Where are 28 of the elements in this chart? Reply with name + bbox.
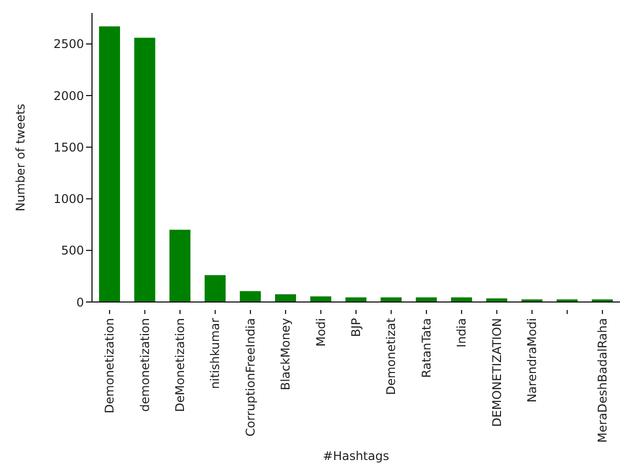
x-tick-label: Demonetizat bbox=[384, 318, 398, 396]
y-tick-label: 1000 bbox=[53, 192, 84, 206]
y-axis-title: Number of tweets bbox=[13, 104, 28, 212]
x-tick-label: CorruptionFreeIndia bbox=[243, 318, 258, 436]
x-tick-label: DeMonetization bbox=[173, 318, 187, 412]
x-tick-label: Modi bbox=[314, 318, 328, 347]
x-tick-label: BJP bbox=[349, 318, 363, 338]
x-tick-label: MeraDeshBadalRaha bbox=[595, 318, 610, 443]
y-tick-label: 1500 bbox=[53, 140, 84, 154]
x-tick-label: nitishkumar bbox=[208, 318, 222, 389]
bar bbox=[204, 275, 226, 302]
bar bbox=[99, 26, 120, 302]
bar bbox=[169, 230, 190, 302]
bar bbox=[134, 38, 156, 302]
x-tick-label: NarendraModi bbox=[525, 318, 539, 403]
y-tick-label: 0 bbox=[76, 295, 84, 310]
bar bbox=[275, 294, 296, 302]
x-tick-label: DEMONETIZATION bbox=[490, 318, 504, 427]
x-tick-label: BlackMoney bbox=[278, 318, 293, 390]
y-tick-label: 2500 bbox=[53, 37, 84, 52]
y-tick-label: 2000 bbox=[53, 88, 84, 103]
bar bbox=[240, 291, 261, 302]
x-tick-label: India bbox=[454, 318, 469, 348]
x-axis-title: #Hashtags bbox=[322, 449, 390, 463]
x-tick-label: demonetization bbox=[138, 318, 152, 412]
x-tick-label: Demonetization bbox=[102, 318, 117, 414]
y-tick-label: 500 bbox=[61, 244, 84, 258]
x-tick-label: RatanTata bbox=[419, 318, 434, 378]
